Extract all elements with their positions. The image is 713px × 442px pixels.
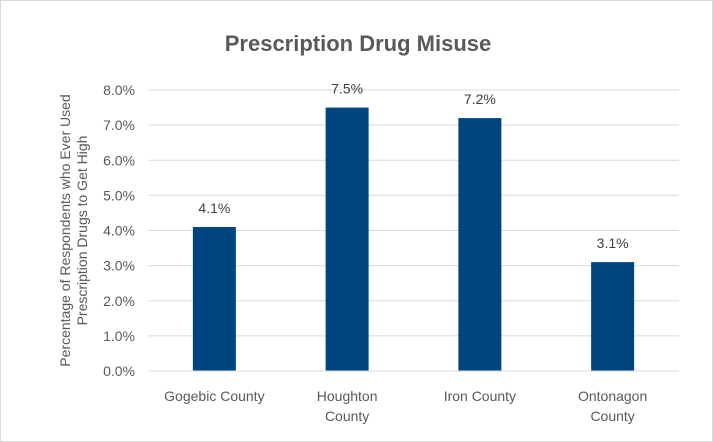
y-tick-label: 1.0% [103,328,135,344]
bar [325,107,369,371]
category-label: Iron County [444,388,516,404]
data-label: 7.5% [331,81,363,97]
bar [192,226,236,371]
y-tick-labels: 0.0% 1.0% 2.0% 3.0% 4.0% 5.0% 6.0% 7.0% 8.0% [103,82,135,379]
y-tick-label: 3.0% [103,258,135,274]
y-tick-label: 4.0% [103,223,135,239]
y-tick-label: 7.0% [103,117,135,133]
data-labels: 4.1% 7.5% 7.2% 3.1% [198,81,628,252]
y-tick-label: 2.0% [103,293,135,309]
category-label: County [590,408,634,424]
gridlines [148,89,679,337]
y-tick-label: 0.0% [103,363,135,379]
category-label: Gogebic County [164,388,264,404]
bar [458,118,502,371]
y-axis-label: Percentage of Respondents who Ever Used P… [57,94,90,366]
y-axis-label-line: Prescription Drugs to Get High [74,136,90,326]
data-label: 4.1% [198,200,230,216]
y-tick-label: 6.0% [103,152,135,168]
data-label: 3.1% [597,235,629,251]
y-axis-label-line: Percentage of Respondents who Ever Used [57,94,73,366]
bar [591,262,635,371]
category-labels: Gogebic County Houghton County Iron County O… [164,388,647,424]
data-label: 7.2% [464,91,496,107]
chart-title: Prescription Drug Misuse [225,31,492,56]
category-label: Houghton [317,388,378,404]
bars [192,107,635,371]
y-tick-label: 5.0% [103,187,135,203]
category-label: Ontonagon [578,388,647,404]
y-tick-label: 8.0% [103,82,135,98]
category-label: County [325,408,369,424]
